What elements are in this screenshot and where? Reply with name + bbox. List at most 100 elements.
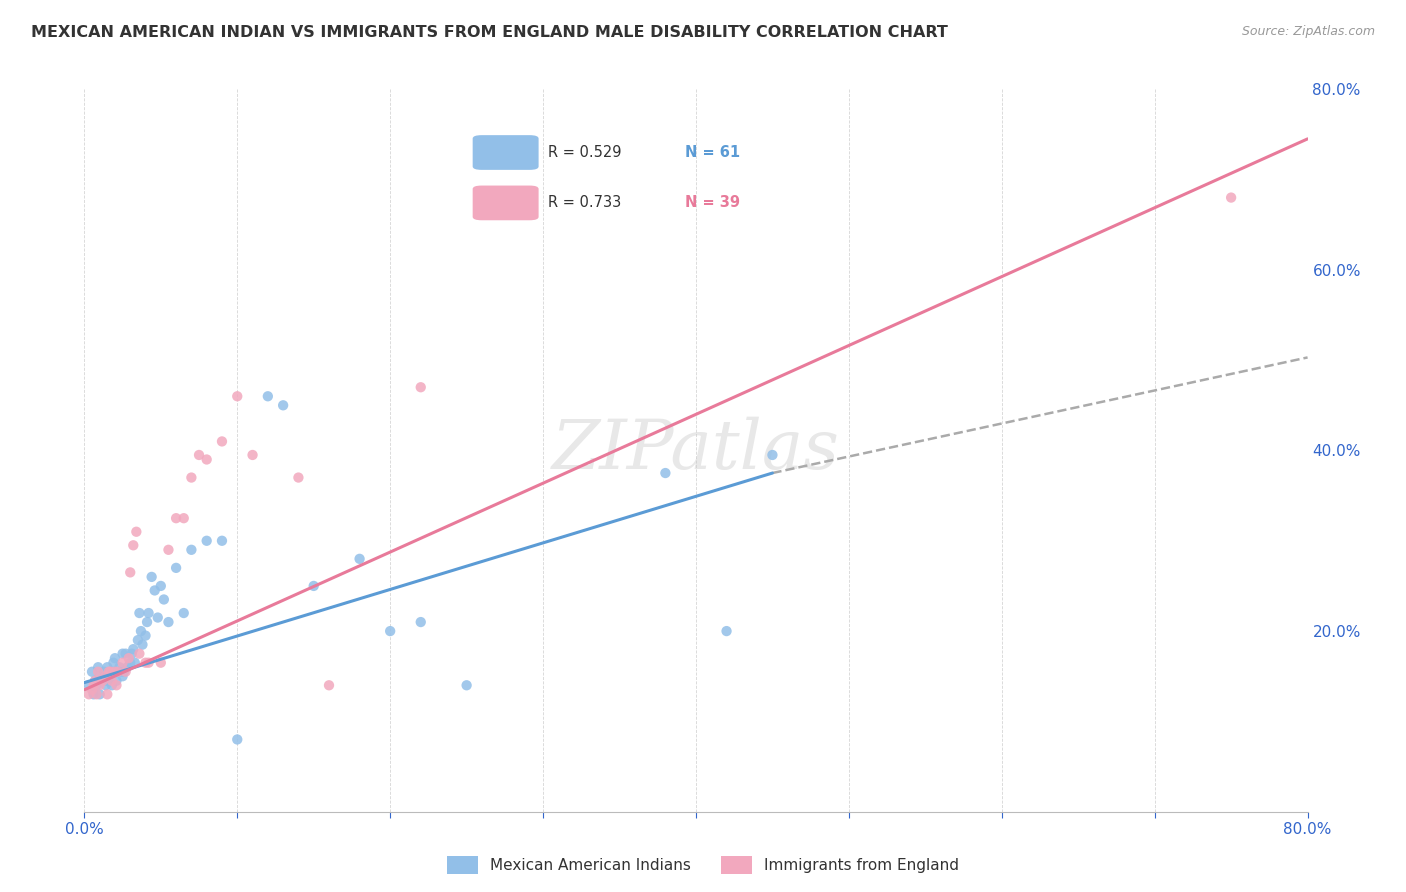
Point [125, 524, 148, 539]
Point [114, 647, 136, 661]
Point [115, 660, 138, 674]
Point [91, 673, 114, 688]
Point [98, 665, 121, 679]
Point [138, 656, 160, 670]
Point [138, 606, 160, 620]
Point [128, 606, 150, 620]
Point [127, 633, 149, 648]
Point [112, 665, 135, 679]
Point [188, 448, 211, 462]
Point [456, 678, 478, 692]
Point [157, 542, 180, 557]
Point [89, 687, 111, 701]
Point [211, 434, 233, 449]
Point [195, 452, 218, 467]
Point [1220, 191, 1243, 205]
Point [103, 656, 125, 670]
Point [302, 579, 325, 593]
Text: MEXICAN AMERICAN INDIAN VS IMMIGRANTS FROM ENGLAND MALE DISABILITY CORRELATION C: MEXICAN AMERICAN INDIAN VS IMMIGRANTS FR… [31, 25, 948, 40]
Point [153, 592, 176, 607]
Point [257, 389, 280, 403]
Point [96, 687, 118, 701]
Point [121, 647, 143, 661]
Point [114, 665, 136, 679]
Point [120, 656, 142, 670]
Point [131, 638, 153, 652]
Point [195, 533, 218, 548]
Point [98, 665, 121, 679]
Point [173, 606, 195, 620]
Point [143, 583, 166, 598]
Point [173, 511, 195, 525]
Point [86, 678, 108, 692]
Point [104, 665, 127, 679]
Point [84, 673, 107, 688]
Point [318, 678, 340, 692]
Point [271, 398, 294, 412]
Point [349, 551, 371, 566]
Point [101, 678, 124, 692]
Legend: Mexican American Indians, Immigrants from England: Mexican American Indians, Immigrants fro… [441, 850, 965, 880]
Point [226, 732, 249, 747]
Point [409, 380, 432, 394]
Point [91, 673, 114, 688]
Point [111, 669, 134, 683]
Point [84, 673, 107, 688]
Point [108, 660, 131, 674]
Point [165, 561, 187, 575]
Point [135, 629, 157, 643]
Point [136, 615, 159, 629]
Point [380, 624, 402, 639]
Point [96, 660, 118, 674]
Point [107, 665, 129, 679]
Point [93, 665, 115, 679]
Point [87, 660, 110, 674]
Point [122, 538, 145, 552]
Point [77, 687, 100, 701]
Point [104, 665, 127, 679]
Point [77, 678, 100, 692]
Point [97, 669, 120, 683]
Point [105, 678, 128, 692]
Point [96, 673, 118, 688]
Point [118, 651, 141, 665]
Point [97, 665, 120, 679]
Point [226, 389, 249, 403]
Point [135, 656, 157, 670]
Point [180, 470, 202, 484]
Point [211, 533, 233, 548]
Point [149, 656, 172, 670]
Point [101, 673, 124, 688]
Point [761, 448, 783, 462]
Point [80, 682, 103, 697]
Point [80, 665, 103, 679]
Point [287, 470, 309, 484]
Point [111, 656, 134, 670]
Point [89, 669, 111, 683]
Point [83, 678, 105, 692]
Point [94, 669, 117, 683]
Point [111, 647, 134, 661]
Point [716, 624, 738, 639]
Point [128, 647, 150, 661]
Point [124, 656, 146, 670]
Point [180, 542, 202, 557]
Point [87, 665, 110, 679]
Point [122, 642, 145, 657]
Point [149, 579, 172, 593]
Point [107, 665, 129, 679]
Text: ZIPatlas: ZIPatlas [553, 417, 839, 483]
Point [89, 678, 111, 692]
Point [242, 448, 264, 462]
Point [409, 615, 432, 629]
Point [146, 610, 169, 624]
Point [165, 511, 187, 525]
Point [654, 466, 676, 480]
Point [110, 665, 132, 679]
Point [104, 651, 127, 665]
Point [94, 678, 117, 692]
Point [129, 624, 152, 639]
Point [86, 687, 108, 701]
Text: Source: ZipAtlas.com: Source: ZipAtlas.com [1241, 25, 1375, 38]
Point [141, 570, 163, 584]
